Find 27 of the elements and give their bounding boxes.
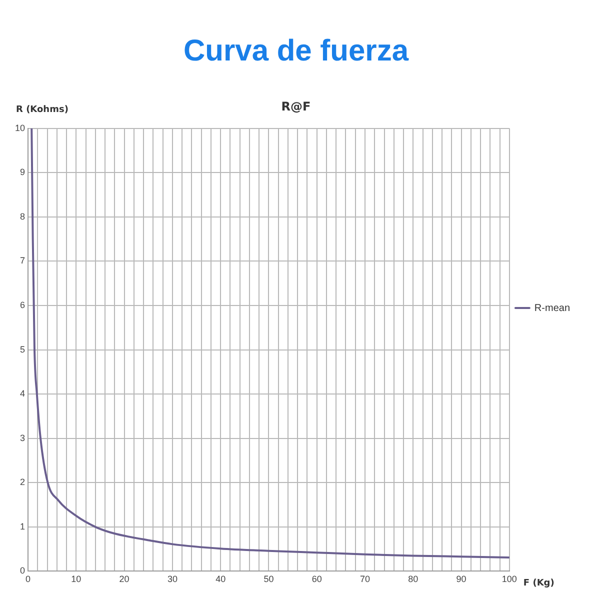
y-axis-title: R (Kohms)	[16, 105, 68, 116]
x-tick-label: 50	[264, 574, 274, 584]
x-tick-label: 90	[456, 574, 466, 584]
y-tick-label: 1	[20, 521, 26, 532]
x-tick-label: 70	[360, 574, 370, 584]
x-tick-label: 80	[408, 574, 418, 584]
y-tick-label: 10	[14, 122, 26, 133]
x-axis-title: F (Kg)	[523, 578, 554, 589]
y-tick-label: 0	[20, 566, 26, 576]
y-tick-label: 3	[20, 432, 26, 443]
x-tick-label: 40	[216, 574, 226, 584]
y-tick-label: 8	[20, 211, 26, 222]
chart-subtitle: R@F	[281, 99, 311, 114]
x-tick-label: 20	[119, 574, 130, 584]
line-series	[30, 128, 510, 558]
chart-title: Curva de fuerza	[183, 34, 409, 68]
y-tick-label: 5	[20, 344, 26, 354]
x-tick-label: 60	[312, 574, 322, 584]
y-tick-label: 4	[20, 388, 26, 399]
legend-label: R-mean	[534, 302, 570, 314]
y-tick-label: 6	[20, 300, 26, 310]
x-tick-label: 100	[502, 574, 517, 584]
x-tick-label: 30	[167, 574, 178, 584]
y-tick-label: 2	[20, 477, 26, 488]
y-tick-label: 9	[20, 167, 26, 178]
x-tick-label: 10	[71, 574, 82, 584]
y-tick-label: 7	[20, 256, 26, 266]
